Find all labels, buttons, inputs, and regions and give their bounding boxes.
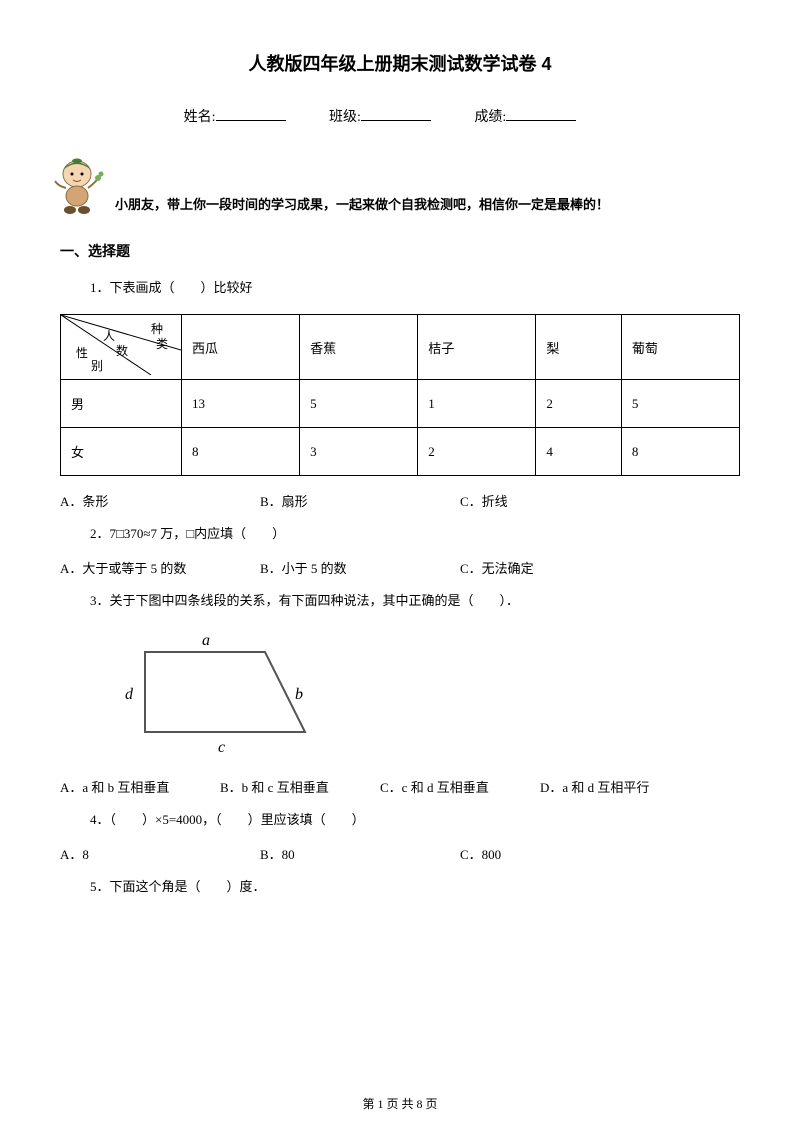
- name-label: 姓名:: [184, 110, 216, 125]
- q3-opt-a: A．a 和 b 互相垂直: [60, 777, 220, 796]
- score-label: 成绩:: [474, 110, 506, 125]
- name-blank: [216, 120, 286, 121]
- diag-top: 种: [151, 322, 163, 336]
- cell: 3: [300, 428, 418, 476]
- q3-opt-b: B．b 和 c 互相垂直: [220, 777, 380, 796]
- table-row: 女 8 3 2 4 8: [61, 428, 740, 476]
- score-blank: [506, 120, 576, 121]
- cell: 2: [418, 428, 536, 476]
- kid-cartoon-icon: [50, 156, 105, 216]
- class-blank: [361, 120, 431, 121]
- section-1-head: 一、选择题: [60, 241, 740, 261]
- encourage-text: 小朋友，带上你一段时间的学习成果，一起来做个自我检测吧，相信你一定是最棒的！: [115, 194, 609, 221]
- diag-mid1: 人: [103, 329, 115, 343]
- label-a: a: [202, 632, 210, 649]
- q4-opt-c: C．800: [460, 844, 640, 863]
- q1-text: 1．下表画成（ ）比较好: [90, 276, 740, 299]
- page-footer: 第 1 页 共 8 页: [0, 1095, 800, 1112]
- col-3: 梨: [536, 315, 621, 380]
- table-row: 男 13 5 1 2 5: [61, 380, 740, 428]
- q1-options: A．条形 B．扇形 C．折线: [60, 491, 740, 510]
- q3-text: 3．关于下图中四条线段的关系，有下面四种说法，其中正确的是（ ）．: [90, 589, 740, 612]
- q1-opt-a: A．条形: [60, 491, 260, 510]
- col-2: 桔子: [418, 315, 536, 380]
- q5-text: 5．下面这个角是（ ）度．: [90, 875, 740, 898]
- q2-opt-c: C．无法确定: [460, 558, 640, 577]
- cell: 8: [182, 428, 300, 476]
- cell: 13: [182, 380, 300, 428]
- q3-opt-c: C．c 和 d 互相垂直: [380, 777, 540, 796]
- cell: 5: [300, 380, 418, 428]
- q2-options: A．大于或等于 5 的数 B．小于 5 的数 C．无法确定: [60, 558, 740, 577]
- q2-opt-a: A．大于或等于 5 的数: [60, 558, 260, 577]
- class-label: 班级:: [329, 110, 361, 125]
- diag-bot2: 数: [116, 343, 128, 358]
- label-b: b: [295, 686, 303, 703]
- diag-mid2: 类: [156, 337, 168, 351]
- cell: 4: [536, 428, 621, 476]
- cell: 5: [621, 380, 739, 428]
- q3-opt-d: D．a 和 d 互相平行: [540, 777, 700, 796]
- label-d: d: [125, 686, 134, 703]
- diag-bot1: 性: [76, 346, 88, 360]
- q4-text: 4．（ ）×5=4000，（ ）里应该填（ ）: [90, 808, 740, 831]
- diagonal-header-cell: 种 人 类 性 数 别: [61, 315, 182, 380]
- cell: 8: [621, 428, 739, 476]
- cell: 1: [418, 380, 536, 428]
- label-c: c: [218, 739, 225, 756]
- q3-options: A．a 和 b 互相垂直 B．b 和 c 互相垂直 C．c 和 d 互相垂直 D…: [60, 777, 740, 796]
- col-1: 香蕉: [300, 315, 418, 380]
- q1-opt-b: B．扇形: [260, 491, 460, 510]
- q4-opt-b: B．80: [260, 844, 460, 863]
- page-title: 人教版四年级上册期末测试数学试卷 4: [60, 50, 740, 76]
- q2-opt-b: B．小于 5 的数: [260, 558, 460, 577]
- q2-text: 2．7□370≈7 万，□内应填（ ）: [90, 522, 740, 545]
- row-0-label: 男: [61, 380, 182, 428]
- cell: 2: [536, 380, 621, 428]
- q4-options: A．8 B．80 C．800: [60, 844, 740, 863]
- table-header-row: 种 人 类 性 数 别 西瓜 香蕉 桔子 梨 葡萄: [61, 315, 740, 380]
- q1-table: 种 人 类 性 数 别 西瓜 香蕉 桔子 梨 葡萄 男 13 5 1 2 5 女…: [60, 314, 740, 476]
- q3-figure: a b c d: [110, 627, 740, 762]
- info-line: 姓名: 班级: 成绩:: [60, 106, 740, 126]
- row-1-label: 女: [61, 428, 182, 476]
- q4-opt-a: A．8: [60, 844, 260, 863]
- diag-bot3: 别: [91, 359, 103, 373]
- q1-opt-c: C．折线: [460, 491, 640, 510]
- col-4: 葡萄: [621, 315, 739, 380]
- col-0: 西瓜: [182, 315, 300, 380]
